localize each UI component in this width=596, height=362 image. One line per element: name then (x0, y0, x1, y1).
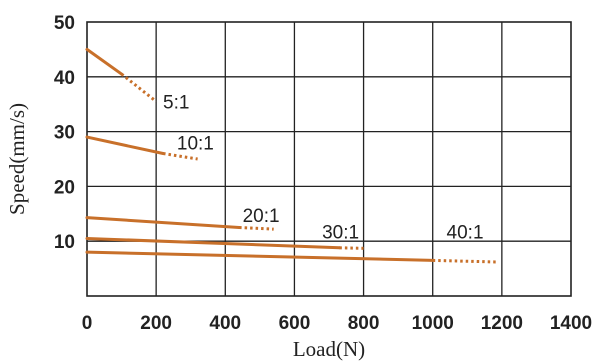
series-label: 10:1 (177, 134, 214, 155)
series-line-dotted (162, 152, 198, 161)
y-tick-label: 30 (54, 123, 75, 144)
x-tick-label: 1200 (481, 313, 523, 334)
x-tick-label: 1000 (412, 313, 454, 334)
x-tick-label: 200 (140, 313, 172, 334)
plot-frame (86, 21, 572, 297)
y-tick-labels: 10 20 30 40 50 (54, 13, 75, 253)
series-line-solid (85, 47, 124, 76)
series-line-dotted (120, 72, 158, 103)
x-tick-label: 0 (82, 313, 93, 334)
x-axis-title: Load(N) (293, 337, 365, 361)
x-tick-label: 600 (279, 313, 311, 334)
series-lines (85, 47, 499, 264)
series-line-solid (85, 236, 341, 250)
y-tick-label: 50 (54, 13, 75, 34)
x-tick-labels: 0 200 400 600 800 1000 1200 1400 (82, 313, 592, 334)
series-label: 20:1 (243, 206, 280, 227)
series-line-dotted (239, 226, 274, 231)
x-tick-label: 1400 (550, 313, 592, 334)
series-line-solid (85, 135, 165, 156)
y-axis-title: Speed(mm/s) (5, 103, 29, 215)
x-tick-label: 800 (348, 313, 380, 334)
y-tick-label: 40 (54, 68, 75, 89)
series-label: 40:1 (447, 222, 484, 243)
series-label: 30:1 (322, 222, 359, 243)
series-label: 5:1 (163, 92, 189, 113)
series-line-solid (85, 250, 435, 262)
series-line-dotted (432, 258, 499, 264)
series-line-dotted (339, 246, 364, 250)
x-tick-label: 400 (209, 313, 241, 334)
y-tick-label: 10 (54, 232, 75, 253)
series-line-solid (85, 216, 241, 229)
series-labels: 5:1 10:1 20:1 30:1 40:1 (163, 92, 483, 243)
y-tick-label: 20 (54, 177, 75, 198)
